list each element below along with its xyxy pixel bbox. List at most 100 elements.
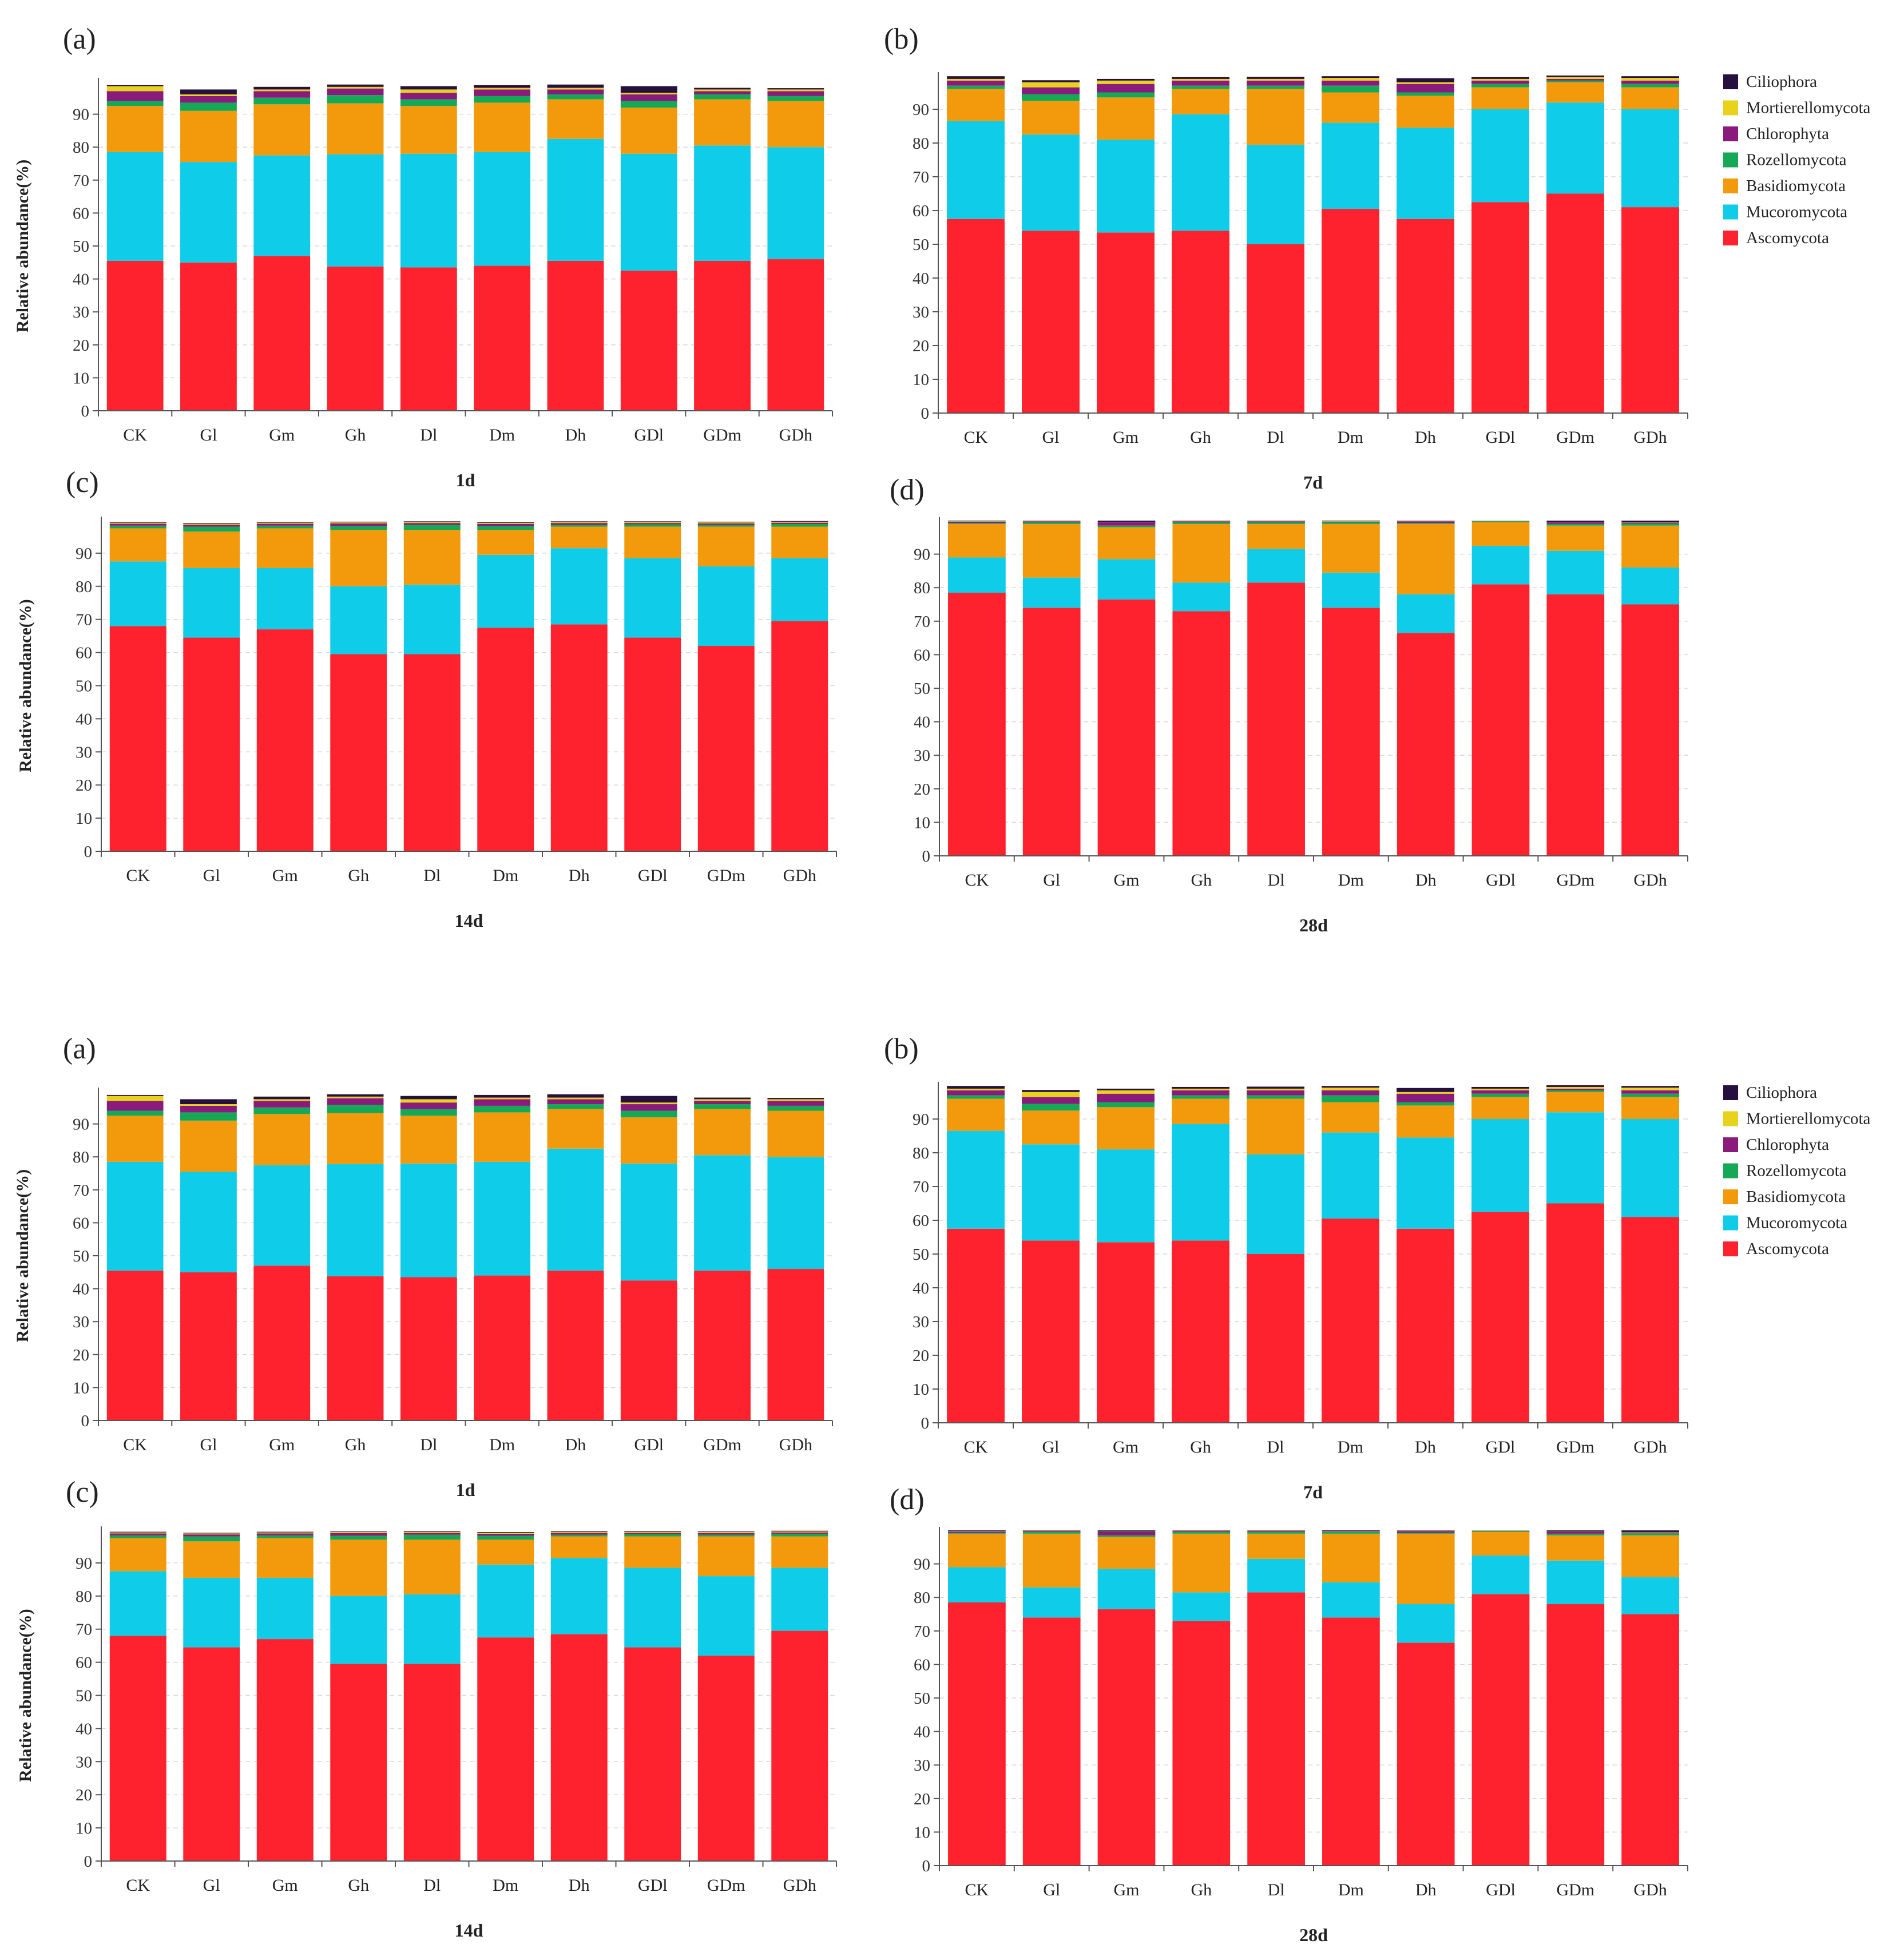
x-tick-label: GDh xyxy=(779,1435,812,1454)
bar-segment-mucoromycota xyxy=(1322,1582,1380,1618)
x-tick-label: CK xyxy=(123,426,147,445)
bar-segment-mucoromycota xyxy=(1172,114,1229,231)
x-tick-label: Dl xyxy=(1267,1438,1284,1457)
bar-segment-basidiomycota xyxy=(1546,1535,1605,1561)
bar-segment-mortierellomycota xyxy=(767,1099,824,1101)
y-tick-label: 70 xyxy=(913,168,929,187)
y-tick-label: 60 xyxy=(913,1212,929,1230)
bar-segment-mortierellomycota xyxy=(183,523,240,525)
bar-segment-mucoromycota xyxy=(1022,134,1080,231)
x-tick-label: Gm xyxy=(269,1435,295,1454)
bar-segment-ciliophora xyxy=(1022,1090,1080,1092)
bar-segment-ascomycota xyxy=(620,271,677,411)
bar-segment-rozellomycota xyxy=(697,1534,755,1537)
bar-segment-chlorophyta xyxy=(1546,1088,1604,1090)
bar-segment-rozellomycota xyxy=(771,523,828,527)
bar-segment-mortierellomycota xyxy=(1397,521,1455,522)
bar-segment-ciliophora xyxy=(477,1532,534,1533)
bar-segment-ciliophora xyxy=(1471,77,1529,79)
legend-swatch-ciliophora xyxy=(1723,74,1738,89)
bar-segment-mucoromycota xyxy=(109,1571,166,1636)
y-tick-label: 80 xyxy=(914,579,930,597)
bar-segment-ciliophora xyxy=(1621,1530,1679,1532)
bar-segment-mortierellomycota xyxy=(947,1088,1005,1090)
bar-segment-mucoromycota xyxy=(1022,577,1081,608)
bar-segment-ascomycota xyxy=(694,1270,751,1421)
bar-segment-rozellomycota xyxy=(1546,523,1605,526)
x-tick-label: GDl xyxy=(638,1876,668,1895)
bar-segment-mucoromycota xyxy=(550,1558,608,1634)
bar-segment-chlorophyta xyxy=(327,88,384,96)
bar-segment-rozellomycota xyxy=(624,524,681,527)
y-tick-label: 80 xyxy=(914,1589,930,1607)
bar-segment-mortierellomycota xyxy=(550,522,608,523)
legend-entry-label: Rozellomycota xyxy=(1746,1162,1847,1180)
bar-segment-chlorophyta xyxy=(1397,1093,1454,1102)
bar-segment-mucoromycota xyxy=(1097,559,1156,600)
bar-segment-rozellomycota xyxy=(1022,522,1081,524)
bar-segment-mucoromycota xyxy=(477,1564,534,1638)
bar-segment-mucoromycota xyxy=(1397,1604,1455,1643)
bar-segment-chlorophyta xyxy=(1322,80,1379,86)
bar-segment-ascomycota xyxy=(1097,1242,1155,1423)
bar-segment-ciliophora xyxy=(620,86,677,93)
bar-segment-basidiomycota xyxy=(694,99,751,146)
bar-segment-ascomycota xyxy=(327,1276,384,1421)
bar-segment-ciliophora xyxy=(1172,77,1229,79)
bar-segment-rozellomycota xyxy=(1621,1533,1679,1536)
y-tick-label: 90 xyxy=(73,1116,89,1134)
x-tick-label: Gm xyxy=(1114,1880,1140,1899)
bar-segment-basidiomycota xyxy=(400,106,457,154)
bar-segment-ciliophora xyxy=(1322,1086,1379,1088)
bar-segment-mucoromycota xyxy=(1471,1555,1530,1594)
bar-segment-rozellomycota xyxy=(1172,85,1229,89)
bar-segment-rozellomycota xyxy=(1322,1095,1379,1102)
bar-segment-ciliophora xyxy=(694,88,751,90)
bar-segment-basidiomycota xyxy=(403,530,461,585)
bar-segment-mortierellomycota xyxy=(1546,1086,1604,1089)
x-tick-label: Dl xyxy=(1268,1880,1285,1899)
bar-segment-rozellomycota xyxy=(400,1109,457,1116)
bar-segment-mortierellomycota xyxy=(1322,1088,1379,1090)
bar-segment-ascomycota xyxy=(1546,193,1604,413)
bar-segment-ciliophora xyxy=(400,1096,457,1100)
y-tick-label: 90 xyxy=(76,545,92,563)
x-tick-label: Dm xyxy=(489,426,515,445)
bar-segment-ciliophora xyxy=(767,88,824,90)
bar-segment-ciliophora xyxy=(1546,1530,1605,1532)
bar-segment-ciliophora xyxy=(180,89,237,95)
x-tick-label: Dl xyxy=(423,1876,441,1895)
bar-segment-chlorophyta xyxy=(547,1099,604,1105)
bar-segment-mucoromycota xyxy=(183,1577,240,1648)
bar-segment-ascomycota xyxy=(1322,1617,1380,1866)
bar-segment-ascomycota xyxy=(767,259,824,411)
x-tick-label: Dl xyxy=(420,1435,437,1454)
bar-segment-mortierellomycota xyxy=(624,522,681,523)
bar-segment-mortierellomycota xyxy=(400,1099,457,1103)
bar-segment-chlorophyta xyxy=(1172,1090,1229,1096)
y-axis-label: Relative abundance(%) xyxy=(16,599,35,772)
x-tick-label: GDm xyxy=(1556,1438,1594,1457)
legend-swatch-chlorophyta xyxy=(1723,126,1738,141)
bar-segment-chlorophyta xyxy=(947,80,1005,86)
bar-segment-mucoromycota xyxy=(624,558,681,638)
bar-segment-rozellomycota xyxy=(1322,522,1380,524)
bar-segment-mortierellomycota xyxy=(1172,521,1231,522)
bar-segment-mortierellomycota xyxy=(1172,1530,1231,1532)
bar-segment-basidiomycota xyxy=(1621,1097,1679,1119)
bar-segment-mucoromycota xyxy=(330,1596,387,1664)
x-tick-label: Gl xyxy=(1043,871,1060,890)
bar-segment-mucoromycota xyxy=(256,1577,314,1640)
bar-segment-ciliophora xyxy=(403,1531,461,1532)
bar-segment-mortierellomycota xyxy=(1022,521,1081,522)
y-tick-label: 10 xyxy=(914,1823,930,1842)
bar-segment-rozellomycota xyxy=(106,1110,164,1116)
bar-segment-basidiomycota xyxy=(1621,525,1679,568)
bar-segment-mucoromycota xyxy=(767,147,824,260)
bar-segment-rozellomycota xyxy=(477,526,534,530)
x-tick-label: Dh xyxy=(565,1435,586,1454)
bar-segment-rozellomycota xyxy=(1247,1095,1304,1099)
bar-segment-mucoromycota xyxy=(1397,128,1454,219)
bar-segment-basidiomycota xyxy=(1022,1533,1081,1588)
bar-segment-mortierellomycota xyxy=(106,1096,164,1101)
